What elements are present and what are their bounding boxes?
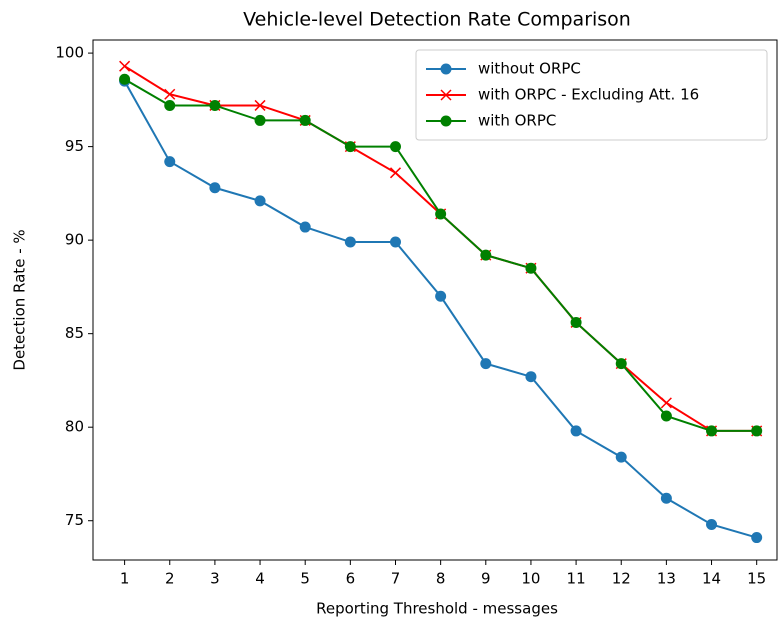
x-tick-label: 7 xyxy=(391,570,401,588)
marker xyxy=(389,167,402,179)
marker xyxy=(254,195,266,207)
marker-x xyxy=(119,60,131,72)
x-tick-label: 10 xyxy=(521,570,540,588)
legend-box xyxy=(415,49,768,141)
chart-title: Vehicle-level Detection Rate Comparison xyxy=(243,9,631,31)
marker xyxy=(164,99,176,111)
marker xyxy=(660,492,672,504)
marker-x xyxy=(660,397,672,409)
marker xyxy=(164,88,176,100)
x-tick-label: 15 xyxy=(747,570,766,588)
y-tick-label: 90 xyxy=(65,231,84,249)
x-tick-label: 9 xyxy=(481,570,491,588)
legend-label: without ORPC xyxy=(478,60,581,78)
x-tick-label: 4 xyxy=(255,570,265,588)
y-tick-label: 95 xyxy=(65,137,84,155)
marker xyxy=(344,141,356,153)
marker xyxy=(570,425,582,437)
marker xyxy=(389,236,401,248)
marker-x xyxy=(389,167,402,179)
marker xyxy=(254,114,266,126)
marker xyxy=(119,73,131,85)
x-tick-label: 5 xyxy=(300,570,310,588)
y-tick-label: 100 xyxy=(55,44,84,62)
marker xyxy=(615,358,627,370)
marker xyxy=(480,358,492,370)
x-axis-label: Reporting Threshold - messages xyxy=(316,600,558,618)
marker xyxy=(706,425,718,437)
x-tick-label: 13 xyxy=(657,570,676,588)
marker xyxy=(254,99,266,111)
marker xyxy=(435,290,447,302)
x-tick-label: 12 xyxy=(612,570,631,588)
plot-frame xyxy=(92,39,778,561)
legend-label: with ORPC - Excluding Att. 16 xyxy=(478,86,699,104)
marker xyxy=(299,221,311,233)
legend-marker xyxy=(440,63,452,75)
marker xyxy=(570,316,582,328)
x-tick-label: 6 xyxy=(346,570,356,588)
marker xyxy=(706,518,718,530)
marker xyxy=(525,262,537,274)
marker xyxy=(480,249,492,261)
marker xyxy=(344,236,356,248)
y-tick-label: 80 xyxy=(65,418,84,436)
x-tick-label: 11 xyxy=(567,570,586,588)
marker xyxy=(660,410,672,422)
legend-marker xyxy=(440,115,452,127)
x-tick-label: 1 xyxy=(120,570,130,588)
x-tick-label: 14 xyxy=(702,570,721,588)
marker xyxy=(525,371,537,383)
marker xyxy=(299,114,311,126)
marker xyxy=(435,208,447,220)
marker xyxy=(751,425,763,437)
legend-label: with ORPC xyxy=(478,112,556,130)
marker xyxy=(615,451,627,463)
marker-x xyxy=(164,88,176,100)
x-tick-label: 2 xyxy=(165,570,175,588)
marker-x xyxy=(254,99,266,111)
y-axis-label: Detection Rate - % xyxy=(11,229,29,370)
y-tick-label: 75 xyxy=(65,511,84,529)
marker xyxy=(660,397,672,409)
x-tick-label: 8 xyxy=(436,570,446,588)
x-tick-label: 3 xyxy=(210,570,220,588)
marker xyxy=(389,141,401,153)
legend-marker xyxy=(440,89,452,101)
marker xyxy=(164,156,176,168)
marker xyxy=(209,182,221,194)
line xyxy=(123,80,757,539)
marker xyxy=(209,99,221,111)
marker xyxy=(119,60,131,72)
y-tick-label: 85 xyxy=(65,324,84,342)
marker xyxy=(751,532,763,544)
